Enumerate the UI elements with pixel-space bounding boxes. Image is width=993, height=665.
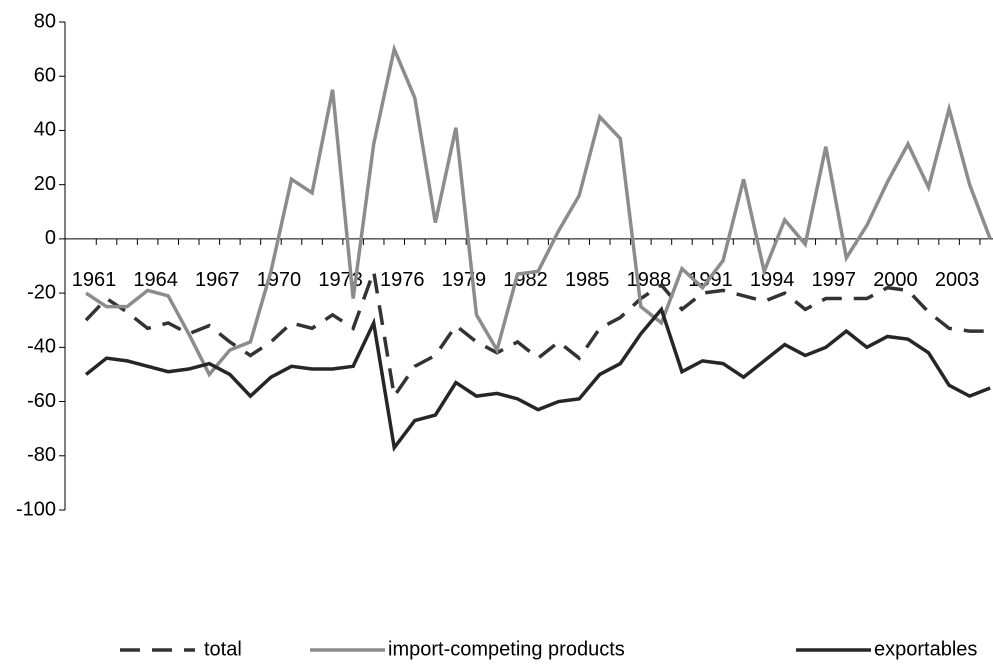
x-tick-label: 2003 bbox=[935, 269, 980, 291]
series-line bbox=[84, 305, 991, 452]
x-tick-label: 1967 bbox=[195, 269, 240, 291]
x-tick-label: 1994 bbox=[750, 269, 795, 291]
legend-label: import-competing products bbox=[388, 638, 625, 660]
legend-label: exportables bbox=[874, 638, 977, 660]
x-tick-label: 1976 bbox=[380, 269, 425, 291]
x-tick-label: 1961 bbox=[72, 269, 117, 291]
x-tick-label: 1997 bbox=[812, 269, 857, 291]
y-tick-label: -100 bbox=[16, 498, 56, 520]
x-tick-label: 1964 bbox=[133, 269, 178, 291]
y-tick-label: -40 bbox=[27, 336, 56, 358]
legend-label: total bbox=[204, 638, 242, 660]
x-tick-label: 1970 bbox=[257, 269, 302, 291]
y-tick-label: -60 bbox=[27, 390, 56, 412]
series-line bbox=[84, 264, 991, 401]
y-tick-label: 60 bbox=[34, 65, 56, 87]
y-tick-label: 80 bbox=[34, 10, 56, 32]
y-tick-label: 40 bbox=[34, 119, 56, 141]
y-tick-label: -20 bbox=[27, 281, 56, 303]
x-tick-label: 1979 bbox=[442, 269, 487, 291]
y-tick-label: -80 bbox=[27, 444, 56, 466]
series-line bbox=[85, 43, 992, 378]
y-tick-label: 0 bbox=[45, 227, 56, 249]
x-tick-label: 1985 bbox=[565, 269, 610, 291]
x-tick-label: 2000 bbox=[873, 269, 918, 291]
y-tick-label: 20 bbox=[34, 173, 56, 195]
